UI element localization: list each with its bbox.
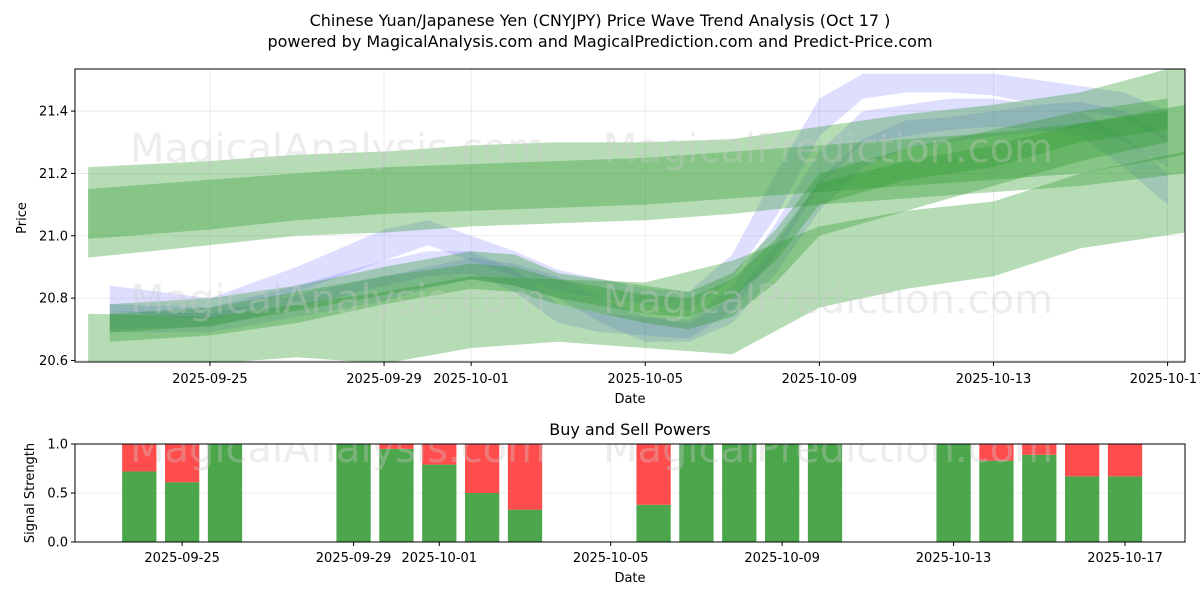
price-y-tick-label: 20.8 [39, 292, 68, 307]
buy-bar [422, 464, 457, 542]
buy-bar [936, 444, 971, 542]
signal-y-axis-label: Signal Strength [23, 443, 38, 543]
signal-bars [122, 444, 1143, 542]
price-x-tick-label: 2025-10-13 [956, 372, 1032, 387]
signal-y-tick-label: 0.0 [47, 536, 68, 551]
watermark-top-3: MagicalAnalysis.com [130, 277, 546, 323]
buy-bar [979, 460, 1014, 542]
buy-bar [1065, 476, 1100, 542]
sell-bar [1022, 444, 1057, 455]
signal-x-tick-label: 2025-10-05 [573, 551, 649, 566]
signal-x-tick-label: 2025-09-25 [144, 551, 220, 566]
buy-bar [636, 504, 671, 542]
signal-x-tick-label: 2025-09-29 [316, 551, 392, 566]
buy-bar [465, 493, 500, 542]
price-x-tick-label: 2025-09-29 [346, 372, 422, 387]
buy-bar [1107, 476, 1143, 542]
signal-y-tick-label: 0.5 [47, 487, 68, 502]
price-band-8 [109, 111, 1168, 333]
signal-chart-title: Buy and Sell Powers [549, 420, 711, 439]
buy-bar [722, 444, 757, 542]
sell-bar [379, 444, 414, 449]
sell-bar [1065, 444, 1100, 477]
price-band-2 [109, 98, 1168, 339]
sell-bar [165, 444, 200, 483]
price-plot-area [75, 69, 1185, 362]
price-x-tick-label: 2025-10-05 [607, 372, 683, 387]
price-x-axis-label: Date [614, 392, 645, 407]
buy-bar [1022, 454, 1057, 542]
watermark-top-2: MagicalPrediction.com [603, 126, 1053, 172]
price-y-ticks: 20.6 20.8 21.0 21.2 21.4 [39, 105, 75, 369]
price-band-group [88, 69, 1185, 362]
signal-y-tick-label: 1.0 [47, 438, 68, 453]
signal-x-tick-label: 2025-10-01 [402, 551, 478, 566]
sell-bar [636, 444, 671, 505]
sell-bar [422, 444, 457, 465]
sell-bar [122, 444, 157, 472]
buy-bar [379, 448, 414, 542]
signal-x-axis-label: Date [614, 571, 645, 586]
buy-bar [507, 509, 543, 542]
price-band-7 [109, 98, 1168, 342]
signal-x-tick-label: 2025-10-17 [1087, 551, 1163, 566]
price-x-tick-label: 2025-10-17 [1130, 372, 1200, 387]
price-band-4 [88, 69, 1185, 258]
price-x-tick-label: 2025-10-09 [782, 372, 858, 387]
price-y-tick-label: 21.4 [39, 105, 68, 120]
price-band-3 [109, 101, 1168, 342]
price-y-tick-label: 21.0 [39, 229, 68, 244]
sell-bar [1107, 444, 1143, 477]
watermark-bottom-2: MagicalPrediction.com [603, 426, 1053, 472]
price-y-tick-label: 20.6 [39, 354, 68, 369]
price-chart: MagicalAnalysis.com MagicalPrediction.co… [15, 68, 1200, 407]
buy-bar [122, 471, 157, 542]
sell-bar [979, 444, 1014, 461]
chart-title-line1: Chinese Yuan/Japanese Yen (CNYJPY) Price… [310, 11, 891, 30]
buy-bar [765, 444, 800, 542]
chart-title-line2: powered by MagicalAnalysis.com and Magic… [267, 32, 932, 51]
buy-bar [807, 444, 843, 542]
price-band-6 [88, 151, 1185, 362]
price-y-axis-label: Price [15, 202, 30, 234]
watermark-top-4: MagicalPrediction.com [603, 277, 1053, 323]
price-y-tick-label: 21.2 [39, 167, 68, 182]
price-x-tick-label: 2025-09-25 [172, 372, 248, 387]
price-x-ticks: 2025-09-25 2025-09-29 2025-10-01 2025-10-05… [172, 362, 1200, 387]
price-x-tick-label: 2025-10-01 [433, 372, 509, 387]
signal-y-ticks: 0.0 0.5 1.0 [47, 438, 75, 551]
buy-bar [207, 444, 243, 542]
buy-bar [165, 482, 200, 542]
signal-x-tick-label: 2025-10-13 [916, 551, 992, 566]
buy-bar [336, 444, 371, 542]
price-bands [88, 69, 1185, 362]
buy-bar [679, 444, 714, 542]
signal-x-tick-label: 2025-10-09 [744, 551, 820, 566]
watermark-top-1: MagicalAnalysis.com [130, 126, 546, 172]
signal-chart: Buy and Sell Powers MagicalAnalysis.com … [23, 420, 1186, 586]
watermark-bottom-1: MagicalAnalysis.com [130, 426, 546, 472]
price-grid [75, 69, 1185, 362]
sell-bar [465, 444, 500, 493]
signal-x-ticks: 2025-09-25 2025-09-29 2025-10-01 2025-10-05… [144, 542, 1163, 566]
price-plot-frame [74, 68, 1186, 363]
sell-bar [507, 444, 543, 510]
price-band-5 [88, 104, 1185, 239]
price-band-1 [109, 73, 1168, 320]
